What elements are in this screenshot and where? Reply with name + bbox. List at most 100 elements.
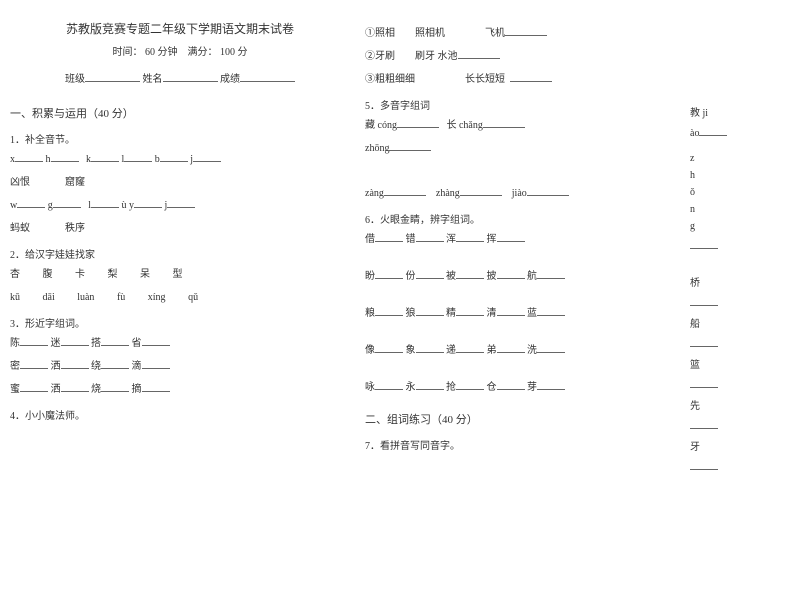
q6-b44[interactable]: [537, 379, 565, 390]
q5-ba1[interactable]: [483, 117, 525, 128]
q6-b22[interactable]: [456, 305, 484, 316]
q1-e2[interactable]: [91, 197, 119, 208]
q3-20: 蜜: [10, 384, 20, 395]
q3-b13[interactable]: [142, 358, 170, 369]
rc4-blank[interactable]: [690, 459, 718, 470]
q6-b40[interactable]: [375, 379, 403, 390]
q1-b3[interactable]: [124, 151, 152, 162]
q5-ba0[interactable]: [397, 117, 439, 128]
q6-b14[interactable]: [537, 268, 565, 279]
q3-b22[interactable]: [101, 381, 129, 392]
grade-blank[interactable]: [240, 71, 295, 82]
q6-41: 永: [406, 382, 416, 393]
q1-e1[interactable]: [53, 197, 81, 208]
q6-b10[interactable]: [375, 268, 403, 279]
q6-b34[interactable]: [537, 342, 565, 353]
rc3: 先: [690, 397, 790, 412]
rc1: 船: [690, 315, 790, 330]
q1-row4: 蚂蚁 秩序: [10, 219, 350, 238]
q3-b23[interactable]: [142, 381, 170, 392]
q5-bc1[interactable]: [460, 185, 502, 196]
rc4-t: 牙: [690, 442, 700, 453]
q6-b03[interactable]: [497, 231, 525, 242]
q6-31: 象: [406, 345, 416, 356]
q5-bc2[interactable]: [527, 185, 569, 196]
q5-rb[interactable]: [699, 125, 727, 136]
q5-bc0[interactable]: [384, 185, 426, 196]
q3-b10[interactable]: [20, 358, 48, 369]
q6-b11[interactable]: [416, 268, 444, 279]
q1-row3: w g l ù y j: [10, 196, 350, 215]
q5-rl: 教 ji: [690, 108, 708, 119]
q6-32: 递: [446, 345, 456, 356]
class-blank[interactable]: [85, 71, 140, 82]
q5-label: 5．多音字组词: [365, 97, 675, 112]
q6-b01[interactable]: [416, 231, 444, 242]
rc2-blank[interactable]: [690, 377, 718, 388]
q6-b32[interactable]: [456, 342, 484, 353]
q6-b41[interactable]: [416, 379, 444, 390]
q1-e3[interactable]: [134, 197, 162, 208]
q6-b31[interactable]: [416, 342, 444, 353]
q3-b20[interactable]: [20, 381, 48, 392]
rc1-blank[interactable]: [690, 336, 718, 347]
rc3-t: 先: [690, 401, 700, 412]
q3-b12[interactable]: [101, 358, 129, 369]
q6-21: 狼: [406, 308, 416, 319]
name-blank[interactable]: [163, 71, 218, 82]
q1-e0[interactable]: [17, 197, 45, 208]
q1-b2[interactable]: [91, 151, 119, 162]
vline-b[interactable]: [690, 238, 718, 249]
q6-b21[interactable]: [416, 305, 444, 316]
q6-b00[interactable]: [375, 231, 403, 242]
q3-13: 滴: [132, 361, 142, 372]
q1-b0[interactable]: [15, 151, 43, 162]
q3-b11[interactable]: [61, 358, 89, 369]
q6-b24[interactable]: [537, 305, 565, 316]
rc0-blank[interactable]: [690, 295, 718, 306]
q4-t0: ①照相 照相机 飞机: [365, 28, 505, 39]
q3-b01[interactable]: [61, 335, 89, 346]
q6-b42[interactable]: [456, 379, 484, 390]
q5-right-label: 教 ji: [690, 104, 790, 119]
q1-b1[interactable]: [51, 151, 79, 162]
exam-title: 苏教版竞赛专题二年级下学期语文期末试卷: [10, 20, 350, 37]
q6-b12[interactable]: [456, 268, 484, 279]
q6-b33[interactable]: [497, 342, 525, 353]
rc3-blank[interactable]: [690, 418, 718, 429]
q4-b0[interactable]: [505, 25, 547, 36]
q1-b4[interactable]: [160, 151, 188, 162]
q4-b1[interactable]: [458, 48, 500, 59]
q5-bz[interactable]: [389, 140, 431, 151]
q1-w2: 窟窿: [65, 177, 85, 188]
q3-b21[interactable]: [61, 381, 89, 392]
q6-33: 弟: [487, 345, 497, 356]
q1-b5[interactable]: [193, 151, 221, 162]
rc4b: [690, 459, 790, 473]
q5-z: zhōng: [365, 143, 389, 154]
q4-b2[interactable]: [510, 71, 552, 82]
q6-10: 盼: [365, 271, 375, 282]
grade-label: 成绩: [220, 74, 240, 85]
q3-row0: 陈 迷 搭 省: [10, 334, 350, 353]
rc2: 篮: [690, 356, 790, 371]
q6-b20[interactable]: [375, 305, 403, 316]
q6-24: 蓝: [527, 308, 537, 319]
q6-row4: 咏 永 抢 仓 芽: [365, 378, 675, 397]
time-value: 60 分钟: [145, 47, 178, 58]
q3-b02[interactable]: [101, 335, 129, 346]
q6-b13[interactable]: [497, 268, 525, 279]
q3-21: 洒: [51, 384, 61, 395]
q1-e4[interactable]: [167, 197, 195, 208]
rc2b: [690, 377, 790, 391]
q2-label: 2．给汉字娃娃找家: [10, 246, 350, 261]
q4-label: 4．小小魔法师。: [10, 407, 350, 422]
q6-44: 芽: [527, 382, 537, 393]
q6-b23[interactable]: [497, 305, 525, 316]
q5-a0: 藏 cóng: [365, 120, 397, 131]
q6-b30[interactable]: [375, 342, 403, 353]
q3-b00[interactable]: [20, 335, 48, 346]
q3-b03[interactable]: [142, 335, 170, 346]
q6-b43[interactable]: [497, 379, 525, 390]
q6-b02[interactable]: [456, 231, 484, 242]
